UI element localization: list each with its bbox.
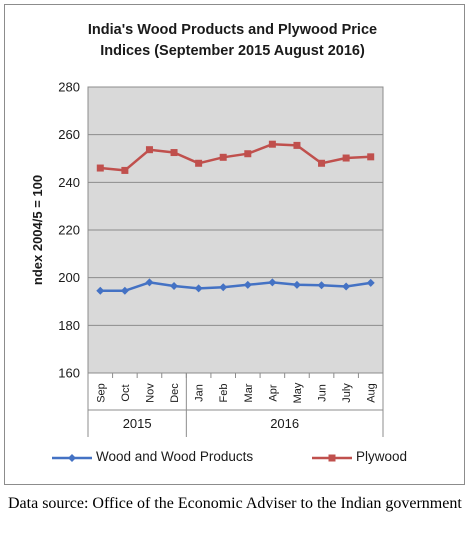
chart-title: India's Wood Products and Plywood Price … [20,20,445,62]
data-point [145,146,153,154]
x-tick-label: Feb [218,384,230,403]
chart-title-line-1: India's Wood Products and Plywood Price [87,22,378,38]
data-point [195,159,203,167]
data-point [317,281,326,290]
x-tick-label: Mar [243,383,255,402]
legend-label-plywood: Plywood [356,449,408,464]
y-tick-label: 280 [58,80,80,95]
data-source-note: Data source: Office of the Economic Advi… [8,495,462,512]
year-label: 2016 [270,416,299,431]
series-line-0 [100,281,371,293]
data-point [243,280,252,289]
data-point [96,164,104,172]
data-point [170,149,178,157]
x-tick-label: July [341,383,353,403]
data-point [318,159,326,167]
data-point [342,282,351,291]
data-point [268,278,277,287]
x-tick-label: Jan [194,384,206,402]
x-tick-label: Dec [169,383,181,403]
data-point [120,286,129,295]
chart-title-line-2: Indices (September 2015 August 2016) [100,43,365,59]
x-tick-label: Jun [317,384,329,402]
data-point [268,140,276,148]
data-point [96,286,105,295]
data-point [170,282,179,291]
data-point [366,278,375,287]
series-line-1 [100,142,371,172]
x-tick-label: Sep [95,383,107,403]
x-tick-label: Apr [267,384,279,401]
legend-swatch-wood [52,454,92,462]
y-tick-label: 200 [58,270,80,285]
data-point [194,284,203,293]
data-point [219,283,228,292]
legend-swatch-plywood [312,454,352,462]
y-tick-label: 260 [58,127,80,142]
x-tick-label: Nov [144,383,156,403]
year-label: 2015 [123,416,152,431]
y-tick-label: 180 [58,318,80,333]
x-tick-label: Oct [120,384,132,401]
x-tick-label: May [292,382,304,403]
data-point [293,141,301,149]
data-point [121,166,129,174]
data-point [292,280,301,289]
data-point [342,154,350,162]
x-tick-label: Aug [366,383,378,403]
data-point [145,278,154,287]
y-tick-label: 220 [58,223,80,238]
y-tick-label: 160 [58,366,80,381]
legend-label-wood: Wood and Wood Products [96,449,254,464]
data-point [244,150,252,158]
y-axis-title: ndex 2004/5 = 100 [30,175,45,285]
data-point [367,153,375,161]
y-tick-label: 240 [58,175,80,190]
data-point [219,153,227,161]
